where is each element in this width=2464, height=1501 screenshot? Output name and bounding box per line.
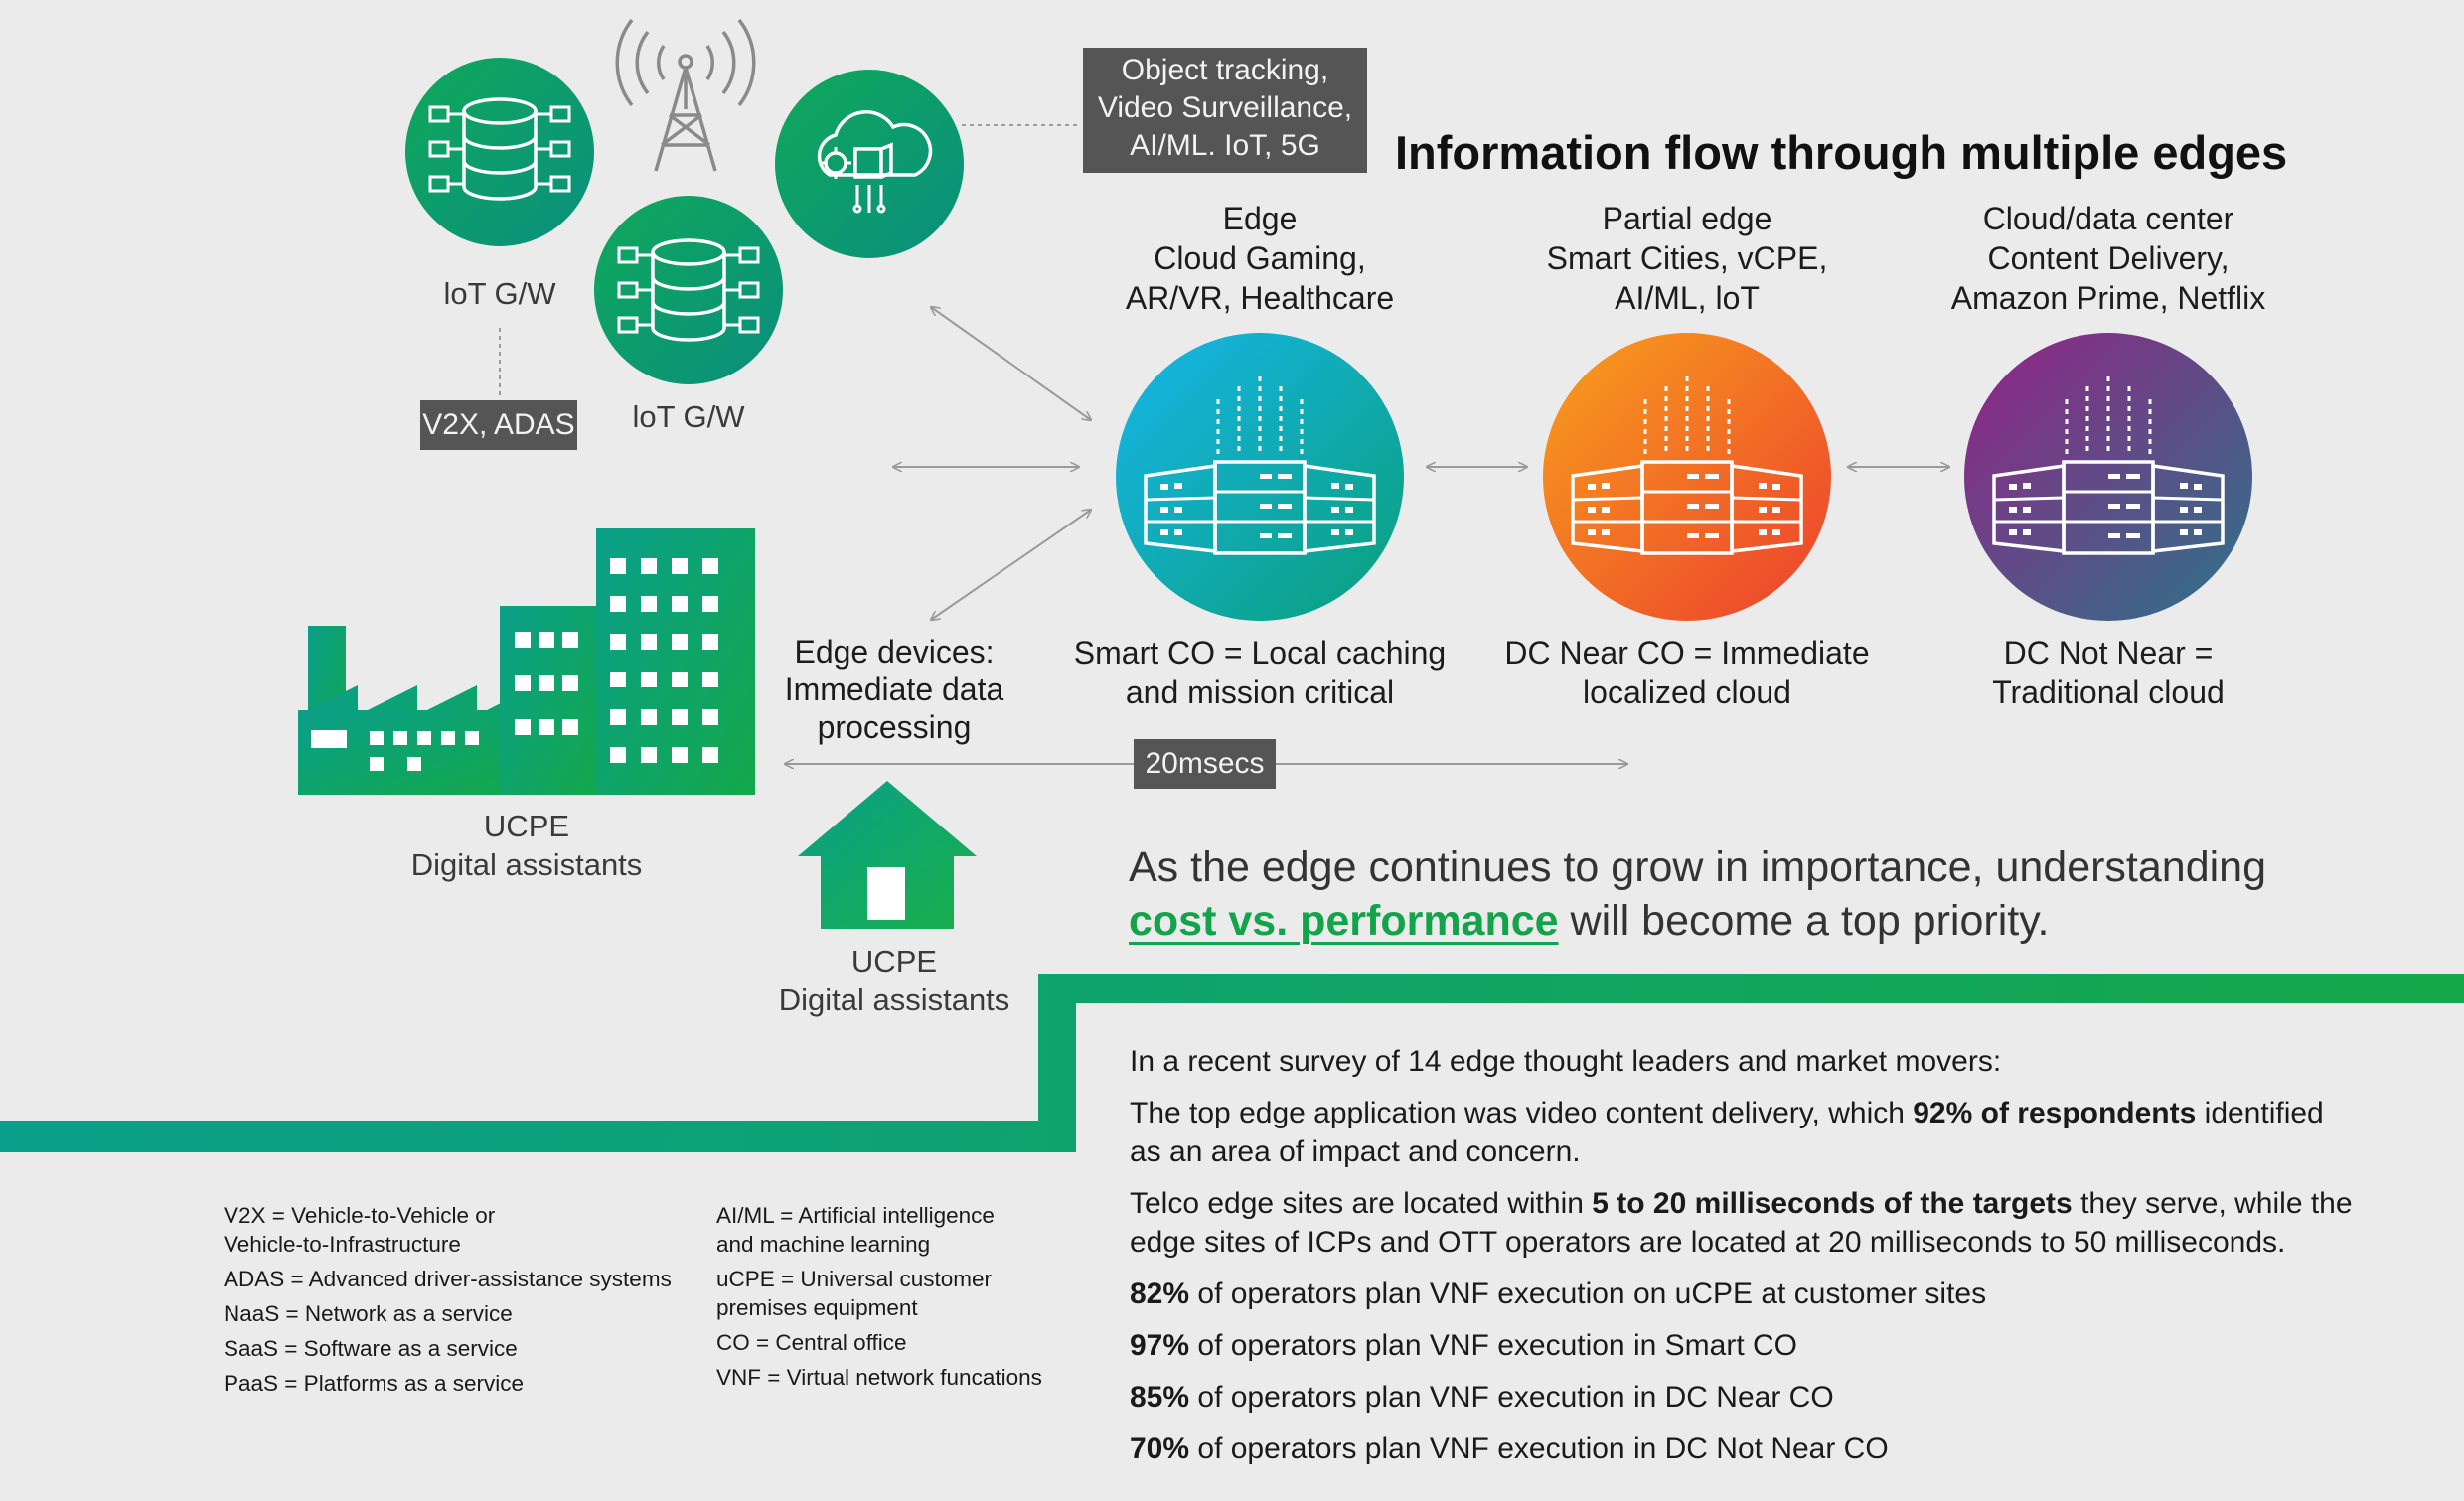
glossary-item: uCPE = Universal customer premises equipm… [716,1267,992,1320]
glossary-left: V2X = Vehicle-to-Vehicle or Vehicle-to-In… [224,1201,720,1404]
tier-caption-partial-edge: DC Near CO = Immediate localized cloud [1504,635,1870,710]
tier-caption-edge: Smart CO = Local caching and mission cri… [1073,635,1447,710]
tagline: As the edge continues to grow in importa… [1129,843,2267,945]
iot-gateway-label-1: loT G/W [443,276,556,311]
cloud-gear-icon [817,110,933,214]
arrow [931,307,1091,420]
iot-gateway-label-2: loT G/W [632,399,745,434]
edge-devices-label: Edge devices: Immediate data processing [784,634,1004,745]
glossary-item: PaaS = Platforms as a service [224,1371,525,1396]
survey-finding-2: Telco edge sites are located within 5 to… [1130,1187,2353,1259]
glossary-item: AI/ML = Artificial intelligence and machi… [716,1203,995,1257]
cloud-circle [775,70,964,258]
glossary-item: SaaS = Software as a service [224,1336,518,1361]
survey-stat: 97% of operators plan VNF execution in S… [1130,1329,1797,1362]
page-title: Information flow through multiple edges [1395,126,2288,179]
glossary-right: AI/ML = Artificial intelligence and machi… [716,1201,1114,1398]
tier-header-cloud: Cloud/data center Content Delivery, Amaz… [1950,201,2266,316]
building-windows [311,558,718,771]
tier-caption-cloud: DC Not Near = Traditional cloud [1992,635,2225,710]
glossary-item: CO = Central office [716,1330,907,1355]
object-tracking-callout: Object tracking, Video Surveillance, AI/… [1083,48,1367,173]
v2x-callout: V2X, ADAS [420,400,577,450]
tagline-highlight: cost vs. performance [1129,897,1559,945]
glossary-item: ADAS = Advanced driver-assistance system… [224,1267,672,1291]
ucpe-home-label: UCPE Digital assistants [778,944,1010,1017]
survey-intro: In a recent survey of 14 edge thought le… [1130,1045,2002,1078]
cell-tower-icon [615,18,756,172]
survey-stat: 85% of operators plan VNF execution in D… [1130,1381,1834,1414]
glossary-item: VNF = Virtual network funcations [716,1365,1042,1390]
survey-findings: In a recent survey of 14 edge thought le… [1130,1042,2362,1481]
glossary-item: NaaS = Network as a service [224,1301,513,1326]
section-divider-band [0,974,2464,1152]
arrow [931,510,1091,620]
latency-label: 20msecs [1134,739,1276,789]
house-icon [798,781,977,929]
survey-stat: 70% of operators plan VNF execution in D… [1130,1432,1889,1465]
survey-finding-1: The top edge application was video conte… [1130,1097,2324,1168]
survey-stat: 82% of operators plan VNF execution on u… [1130,1277,1987,1310]
tier-header-partial-edge: Partial edge Smart Cities, vCPE, AI/ML, … [1546,201,1828,316]
tier-header-edge: Edge Cloud Gaming, AR/VR, Healthcare [1125,201,1395,316]
glossary-item: V2X = Vehicle-to-Vehicle or Vehicle-to-In… [224,1203,496,1257]
iot-gateway-circle-1 [405,58,594,246]
ucpe-factory-label: UCPE Digital assistants [410,809,643,882]
